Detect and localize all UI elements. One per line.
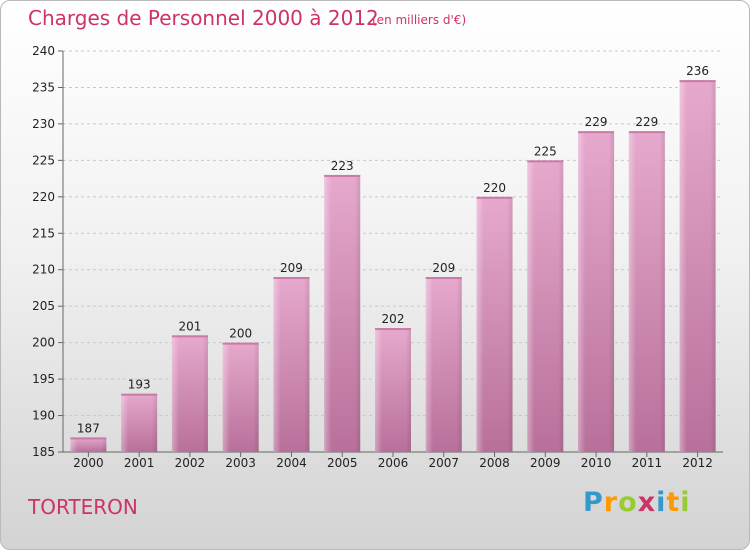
x-tick-label: 2004 — [276, 456, 307, 470]
bar-value-label: 209 — [280, 261, 303, 275]
bar-shading — [679, 80, 716, 452]
bar-top-edge — [70, 437, 107, 440]
y-tick-label: 215 — [32, 226, 55, 240]
x-tick-label: 2002 — [175, 456, 206, 470]
bar-shading — [527, 160, 564, 452]
logo-letter: x — [637, 487, 657, 518]
logo-letter: i — [656, 487, 667, 518]
bar-value-label: 236 — [686, 64, 709, 78]
x-tick-label: 2000 — [73, 456, 104, 470]
bar-shading — [171, 335, 208, 452]
bar-value-label: 223 — [331, 159, 354, 173]
bar-value-label: 187 — [77, 421, 100, 435]
bar-top-edge — [273, 277, 310, 280]
bar-shading — [121, 393, 158, 452]
bar-top-edge — [679, 80, 716, 83]
y-tick-label: 200 — [32, 336, 55, 350]
chart-subtitle: (en milliers d'€) — [372, 13, 467, 27]
y-tick-label: 205 — [32, 299, 55, 313]
bar-value-label: 229 — [635, 115, 658, 129]
bar-value-label: 201 — [178, 319, 201, 333]
bar-value-label: 209 — [432, 261, 455, 275]
bar-top-edge — [171, 335, 208, 338]
x-tick-label: 2007 — [428, 456, 459, 470]
y-tick-label: 235 — [32, 80, 55, 94]
bar-shading — [375, 328, 411, 452]
x-tick-label: 2001 — [124, 456, 155, 470]
y-tick-label: 240 — [32, 44, 55, 58]
x-tick-label: 2003 — [225, 456, 256, 470]
y-tick-label: 195 — [32, 372, 55, 386]
bar-shading — [628, 131, 665, 452]
bar-shading — [273, 277, 310, 452]
x-tick-label: 2010 — [581, 456, 612, 470]
y-tick-label: 230 — [32, 117, 55, 131]
y-tick-label: 190 — [32, 409, 55, 423]
x-tick-label: 2012 — [682, 456, 713, 470]
bar-top-edge — [628, 131, 665, 134]
x-tick-label: 2005 — [327, 456, 358, 470]
bar-top-edge — [425, 277, 462, 280]
bar-top-edge — [476, 196, 513, 199]
bar-value-label: 220 — [483, 181, 506, 195]
bar-shading — [476, 196, 513, 452]
bar-shading — [425, 277, 462, 452]
bar-top-edge — [222, 342, 259, 345]
bar-shading — [324, 174, 361, 453]
logo-letter: P — [583, 487, 604, 518]
bar-top-edge — [375, 328, 411, 331]
bar-shading — [70, 437, 107, 452]
proxiti-logo: Proxiti — [583, 487, 691, 518]
x-tick-label: 2006 — [378, 456, 409, 470]
bar-top-edge — [578, 131, 615, 134]
bar-shading — [222, 342, 259, 452]
logo-letter: o — [618, 487, 638, 518]
logo-letter: i — [680, 487, 691, 518]
x-tick-label: 2008 — [479, 456, 510, 470]
chart-title: Charges de Personnel 2000 à 2012 — [28, 6, 379, 30]
y-tick-label: 185 — [32, 445, 55, 459]
bars — [70, 80, 716, 453]
data-labels: 187 193 201 200 209 223 202 209 220 225 229 229 236 — [77, 64, 709, 435]
logo-letter: r — [603, 487, 619, 518]
town-name: TORTERON — [28, 495, 138, 519]
bar-top-edge — [121, 393, 158, 396]
bar-value-label: 200 — [229, 327, 252, 341]
bar-value-label: 193 — [128, 378, 151, 392]
bar-top-edge — [527, 160, 564, 163]
y-tick-label: 225 — [32, 153, 55, 167]
y-tick-label: 220 — [32, 190, 55, 204]
x-tick-label: 2011 — [632, 456, 663, 470]
bar-shading — [578, 131, 615, 452]
x-tick-label: 2009 — [530, 456, 561, 470]
bar-value-label: 202 — [382, 312, 405, 326]
bar-value-label: 225 — [534, 144, 557, 158]
y-tick-label: 210 — [32, 263, 55, 277]
logo-letter: t — [666, 487, 681, 518]
bar-value-label: 229 — [585, 115, 608, 129]
bar-top-edge — [324, 174, 361, 177]
